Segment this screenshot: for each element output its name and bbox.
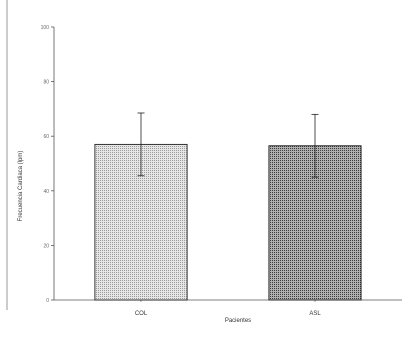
y-tick-label: 40 <box>43 189 49 195</box>
y-tick-label: 0 <box>46 298 49 304</box>
y-tick-label: 20 <box>43 243 49 249</box>
x-axis: COL ASL <box>54 299 402 317</box>
y-axis: 0 20 40 60 80 100 <box>41 25 55 304</box>
y-tick-label: 100 <box>41 25 50 31</box>
y-tick-label: 60 <box>43 134 49 140</box>
x-tick-label-col: COL <box>135 311 148 317</box>
bars <box>94 143 362 301</box>
x-axis-title: Pacientes <box>225 318 251 324</box>
error-bar-asl <box>311 113 319 178</box>
error-bar-col <box>137 112 145 177</box>
y-axis-title: Frecuencia Cardiaca (lpm) <box>18 151 24 222</box>
x-tick-label-asl: ASL <box>309 311 321 317</box>
y-tick-label: 80 <box>43 80 49 86</box>
error-bars <box>137 112 319 178</box>
